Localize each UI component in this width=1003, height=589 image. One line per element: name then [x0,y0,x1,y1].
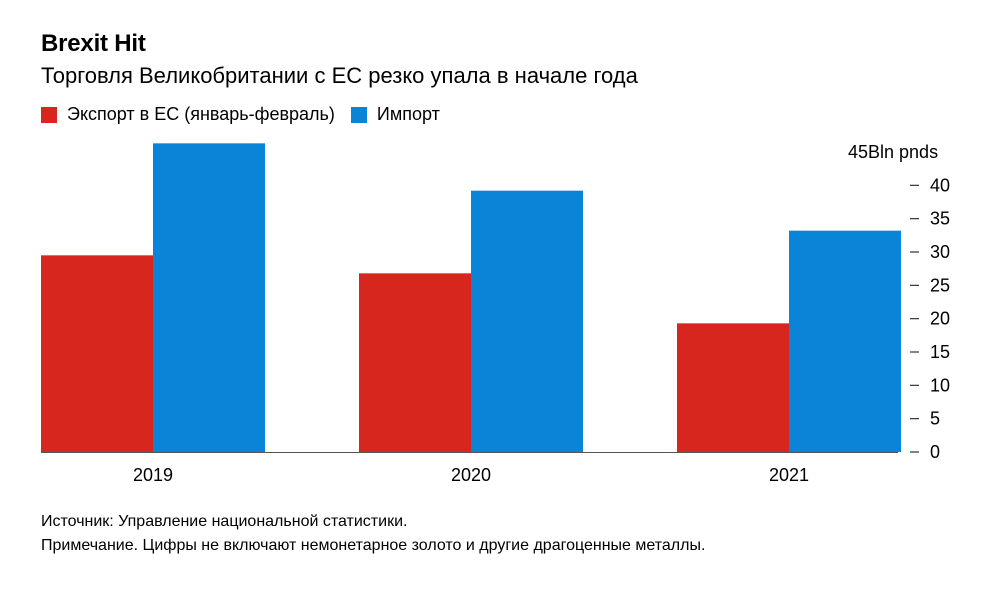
legend-label-import: Импорт [376,104,440,124]
bar-export-2019 [41,255,153,452]
legend: Экспорт в ЕС (январь-февраль) Импорт [41,104,456,125]
chart-title: Brexit Hit [41,30,146,57]
y-tick-label-0: 0 [930,442,940,462]
y-tick-label-15: 15 [930,342,950,362]
bar-import-2021 [789,230,901,452]
legend-label-export: Экспорт в ЕС (январь-февраль) [67,104,335,124]
source-note: Источник: Управление национальной статис… [41,513,408,530]
y-tick-label-25: 25 [930,275,950,295]
y-tick-label-45: 45Bln pnds [848,142,938,162]
x-tick-label-2021: 2021 [769,465,809,485]
chart-subtitle: Торговля Великобритании с ЕС резко упала… [41,63,638,88]
y-tick-label-20: 20 [930,309,950,329]
y-tick-label-5: 5 [930,409,940,429]
bar-export-2020 [359,273,471,452]
legend-item-import: Импорт [350,104,440,125]
bar-export-2021 [677,323,789,452]
y-tick-label-35: 35 [930,209,950,229]
x-tick-label-2019: 2019 [133,465,173,485]
y-tick-label-30: 30 [930,242,950,262]
x-tick-label-2020: 2020 [451,465,491,485]
legend-swatch-import [350,106,367,123]
bar-import-2019 [153,143,265,453]
bar-import-2020 [471,190,583,452]
legend-swatch-export [41,106,57,123]
y-tick-label-10: 10 [930,375,950,395]
legend-item-export: Экспорт в ЕС (январь-февраль) [41,104,335,125]
y-tick-label-40: 40 [930,175,950,195]
footnote: Примечание. Цифры не включают немонетарн… [41,537,706,554]
